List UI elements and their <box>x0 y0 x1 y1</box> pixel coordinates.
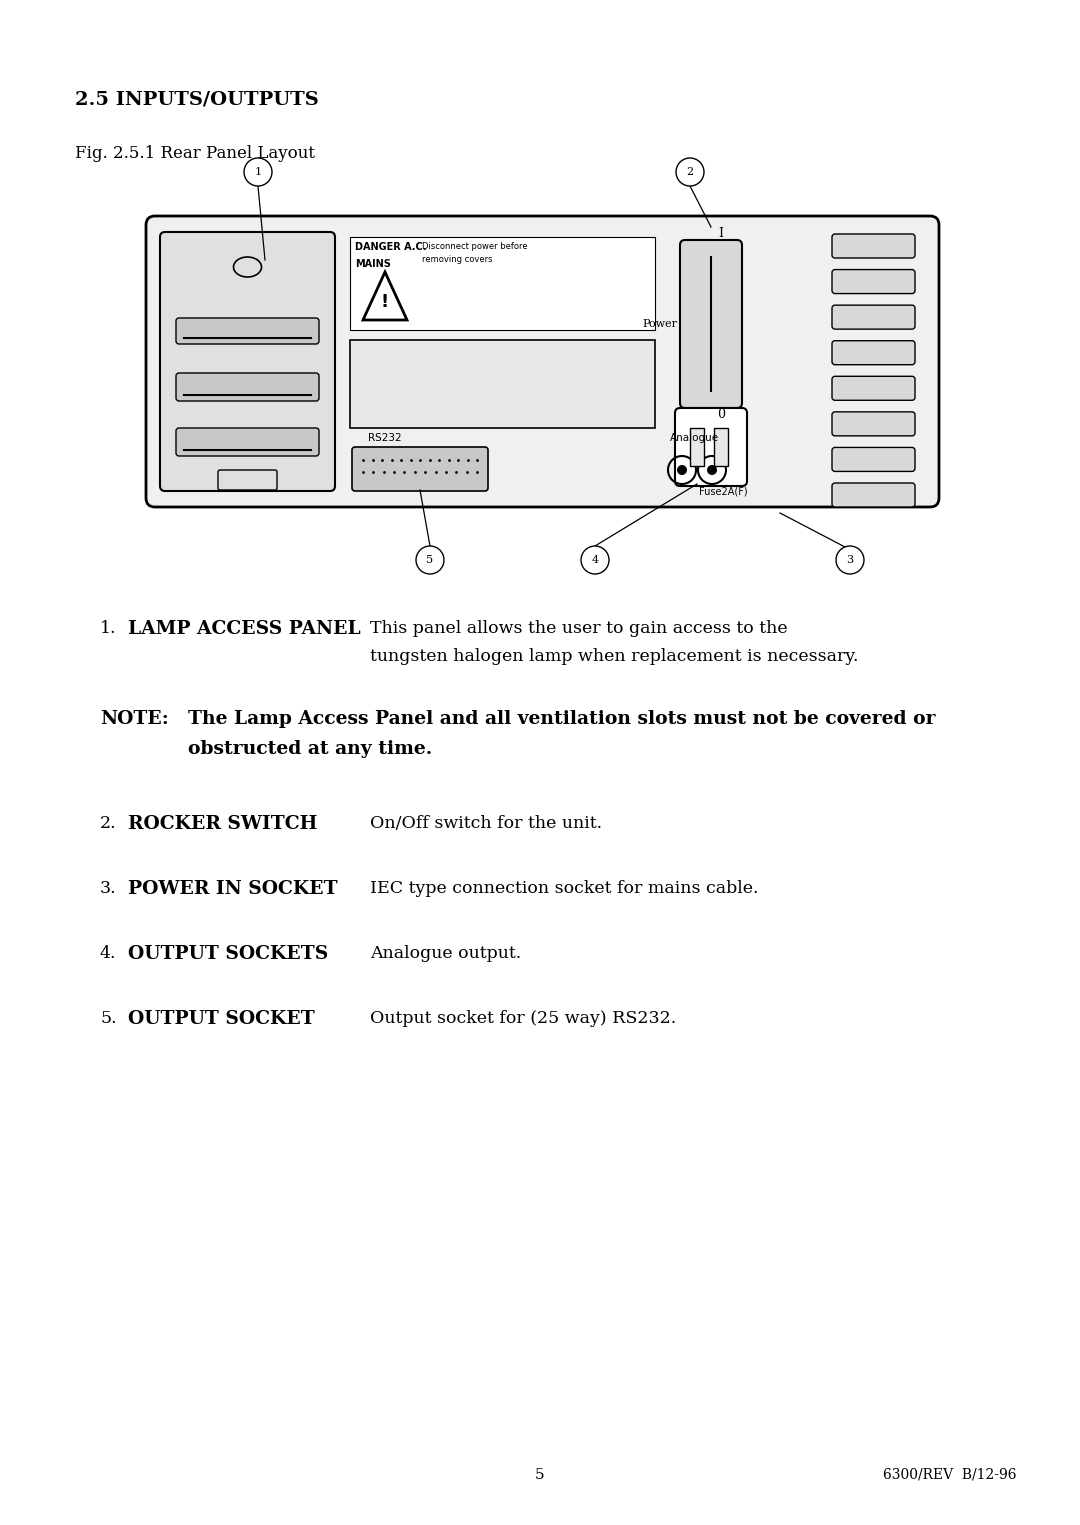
Circle shape <box>707 465 717 474</box>
Text: LAMP ACCESS PANEL: LAMP ACCESS PANEL <box>129 621 361 637</box>
Text: Analogue: Analogue <box>670 433 719 442</box>
Circle shape <box>581 546 609 573</box>
FancyBboxPatch shape <box>176 429 319 456</box>
FancyBboxPatch shape <box>176 319 319 345</box>
Text: 3.: 3. <box>100 880 117 897</box>
Text: 3: 3 <box>847 555 853 564</box>
Text: 2.: 2. <box>100 814 117 833</box>
FancyBboxPatch shape <box>832 377 915 400</box>
Text: ROCKER SWITCH: ROCKER SWITCH <box>129 814 318 833</box>
Text: 4: 4 <box>592 555 598 564</box>
Bar <box>714 429 728 467</box>
Text: I: I <box>718 227 724 239</box>
Text: DANGER A.C.: DANGER A.C. <box>355 242 427 252</box>
Text: On/Off switch for the unit.: On/Off switch for the unit. <box>370 814 603 833</box>
Circle shape <box>836 546 864 573</box>
Circle shape <box>416 546 444 573</box>
Text: 1: 1 <box>255 168 261 177</box>
FancyBboxPatch shape <box>832 412 915 436</box>
FancyBboxPatch shape <box>832 305 915 329</box>
Bar <box>690 429 704 467</box>
FancyBboxPatch shape <box>832 270 915 294</box>
FancyBboxPatch shape <box>832 483 915 506</box>
Text: Output socket for (25 way) RS232.: Output socket for (25 way) RS232. <box>370 1010 676 1026</box>
Text: MAINS: MAINS <box>355 259 391 268</box>
Text: tungsten halogen lamp when replacement is necessary.: tungsten halogen lamp when replacement i… <box>370 648 859 665</box>
FancyBboxPatch shape <box>146 217 939 506</box>
Text: The Lamp Access Panel and all ventilation slots must not be covered or: The Lamp Access Panel and all ventilatio… <box>188 711 935 727</box>
Text: removing covers: removing covers <box>422 255 492 264</box>
Text: POWER IN SOCKET: POWER IN SOCKET <box>129 880 338 898</box>
FancyBboxPatch shape <box>176 374 319 401</box>
Text: Analogue output.: Analogue output. <box>370 946 522 962</box>
Circle shape <box>676 159 704 186</box>
Text: 5: 5 <box>536 1469 544 1482</box>
FancyBboxPatch shape <box>675 409 747 486</box>
Text: This panel allows the user to gain access to the: This panel allows the user to gain acces… <box>370 621 787 637</box>
Text: 2.5 INPUTS/OUTPUTS: 2.5 INPUTS/OUTPUTS <box>75 90 319 108</box>
Text: 5: 5 <box>427 555 433 564</box>
Text: 2: 2 <box>687 168 693 177</box>
FancyBboxPatch shape <box>832 233 915 258</box>
Bar <box>350 340 654 429</box>
Text: Power: Power <box>642 319 677 329</box>
FancyBboxPatch shape <box>352 447 488 491</box>
Polygon shape <box>363 271 407 320</box>
FancyBboxPatch shape <box>832 340 915 364</box>
Text: obstructed at any time.: obstructed at any time. <box>188 740 432 758</box>
Text: OUTPUT SOCKET: OUTPUT SOCKET <box>129 1010 314 1028</box>
FancyBboxPatch shape <box>680 239 742 409</box>
Text: !: ! <box>381 293 389 311</box>
FancyBboxPatch shape <box>160 232 335 491</box>
Circle shape <box>677 465 687 474</box>
Text: IEC type connection socket for mains cable.: IEC type connection socket for mains cab… <box>370 880 758 897</box>
Text: 4.: 4. <box>100 946 117 962</box>
Text: Fig. 2.5.1 Rear Panel Layout: Fig. 2.5.1 Rear Panel Layout <box>75 145 315 162</box>
Text: 0: 0 <box>717 409 725 421</box>
Bar <box>350 236 654 329</box>
Text: Fuse2A(F): Fuse2A(F) <box>699 486 747 496</box>
FancyBboxPatch shape <box>218 470 276 490</box>
Text: RS232: RS232 <box>368 433 402 442</box>
Text: NOTE:: NOTE: <box>100 711 168 727</box>
Text: Disconnect power before: Disconnect power before <box>422 242 528 252</box>
Text: 6300/REV  B/12-96: 6300/REV B/12-96 <box>883 1469 1016 1482</box>
FancyBboxPatch shape <box>832 447 915 471</box>
Text: OUTPUT SOCKETS: OUTPUT SOCKETS <box>129 946 328 962</box>
Text: 5.: 5. <box>100 1010 117 1026</box>
Text: 1.: 1. <box>100 621 117 637</box>
Circle shape <box>244 159 272 186</box>
